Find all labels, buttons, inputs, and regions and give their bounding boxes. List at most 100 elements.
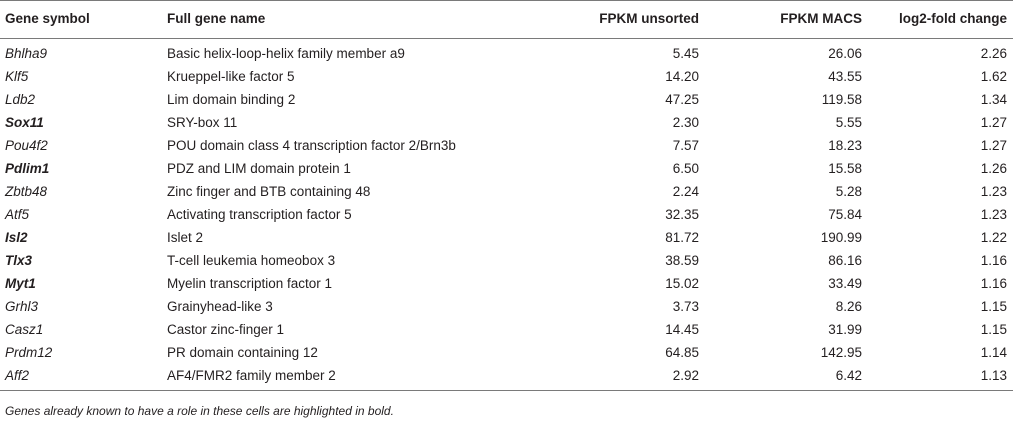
log2-fold-change-cell: 1.16 — [980, 276, 1007, 291]
log2-fold-change-cell: 1.34 — [980, 92, 1007, 107]
fpkm-macs-cell: 15.58 — [828, 161, 862, 176]
full-gene-name-cell: Zinc finger and BTB containing 48 — [167, 184, 371, 199]
full-gene-name-cell: T-cell leukemia homeobox 3 — [167, 253, 336, 268]
fpkm-unsorted-cell: 2.92 — [530, 364, 705, 391]
fpkm-unsorted-cell: 38.59 — [665, 253, 699, 268]
fpkm-macs-cell: 5.28 — [835, 184, 862, 199]
table-row: Pdlim1 PDZ and LIM domain protein 1 6.50 15… — [0, 157, 1013, 180]
fpkm-unsorted-cell: 14.20 — [665, 69, 699, 84]
gene-symbol-cell: Bhlha9 — [5, 46, 48, 61]
full-gene-name-cell: PDZ and LIM domain protein 1 — [167, 161, 351, 176]
table-row: Aff2 AF4/FMR2 family member 2 2.92 6.42 1.13 — [0, 364, 1013, 391]
fpkm-macs-cell: 31.99 — [828, 322, 862, 337]
full-gene-name-cell: Activating transcription factor 5 — [167, 207, 352, 222]
fpkm-unsorted-cell: 81.72 — [665, 230, 699, 245]
full-gene-name-cell: Islet 2 — [167, 230, 204, 245]
full-gene-name-cell: Myelin transcription factor 1 — [167, 276, 333, 291]
table-row: Tlx3 T-cell leukemia homeobox 3 38.59 86.16… — [0, 249, 1013, 272]
table-body: Bhlha9 Basic helix-loop-helix family memb… — [0, 39, 1013, 391]
full-gene-name-cell: Castor zinc-finger 1 — [167, 322, 285, 337]
full-gene-name-cell: SRY-box 11 — [167, 115, 238, 130]
gene-expression-table: Gene symbol Full gene name FPKM unsorted… — [0, 0, 1013, 391]
fpkm-unsorted-cell: 2.30 — [672, 115, 699, 130]
fpkm-macs-cell: 86.16 — [828, 253, 862, 268]
header-log2-fold-change: log2-fold change — [868, 0, 1013, 39]
gene-symbol-cell: Casz1 — [5, 322, 44, 337]
table-footnote: Genes already known to have a role in th… — [5, 404, 394, 418]
gene-symbol-cell: Prdm12 — [5, 345, 53, 360]
fpkm-unsorted-cell: 47.25 — [665, 92, 699, 107]
log2-fold-change-cell: 1.22 — [980, 230, 1007, 245]
gene-symbol-cell: Tlx3 — [5, 253, 33, 268]
gene-symbol-cell: Ldb2 — [5, 92, 36, 107]
gene-table-container: Gene symbol Full gene name FPKM unsorted… — [0, 0, 1013, 391]
table-row: Ldb2 Lim domain binding 2 47.25 119.58 1.34 — [0, 88, 1013, 111]
gene-symbol-cell: Aff2 — [0, 364, 164, 391]
fpkm-unsorted-cell: 2.24 — [672, 184, 699, 199]
gene-symbol-cell: Pdlim1 — [5, 161, 50, 176]
full-gene-name-cell: AF4/FMR2 family member 2 — [164, 364, 530, 391]
full-gene-name-cell: Krueppel-like factor 5 — [167, 69, 295, 84]
full-gene-name-cell: PR domain containing 12 — [167, 345, 318, 360]
table-row: Prdm12 PR domain containing 12 64.85 142.95… — [0, 341, 1013, 364]
fpkm-unsorted-cell: 32.35 — [665, 207, 699, 222]
fpkm-unsorted-cell: 15.02 — [665, 276, 699, 291]
fpkm-macs-cell: 8.26 — [835, 299, 862, 314]
table-row: Klf5 Krueppel-like factor 5 14.20 43.55 1.62 — [0, 65, 1013, 88]
fpkm-unsorted-cell: 3.73 — [672, 299, 699, 314]
table-row: Pou4f2 POU domain class 4 transcription f… — [0, 134, 1013, 157]
table-row: Casz1 Castor zinc-finger 1 14.45 31.99 1.15 — [0, 318, 1013, 341]
log2-fold-change-cell: 1.27 — [980, 115, 1007, 130]
log2-fold-change-cell: 1.62 — [980, 69, 1007, 84]
fpkm-macs-cell: 142.95 — [820, 345, 862, 360]
full-gene-name-cell: POU domain class 4 transcription factor … — [167, 138, 456, 153]
full-gene-name-cell: Lim domain binding 2 — [167, 92, 296, 107]
fpkm-unsorted-cell: 7.57 — [672, 138, 699, 153]
log2-fold-change-cell: 1.15 — [980, 299, 1007, 314]
fpkm-macs-cell: 190.99 — [820, 230, 862, 245]
fpkm-unsorted-cell: 14.45 — [665, 322, 699, 337]
header-full-gene-name: Full gene name — [164, 0, 530, 39]
gene-symbol-cell: Klf5 — [5, 69, 29, 84]
fpkm-macs-cell: 43.55 — [828, 69, 862, 84]
fpkm-unsorted-cell: 64.85 — [665, 345, 699, 360]
fpkm-macs-cell: 6.42 — [705, 364, 868, 391]
header-gene-symbol: Gene symbol — [0, 0, 164, 39]
gene-symbol-cell: Isl2 — [5, 230, 28, 245]
header-fpkm-unsorted: FPKM unsorted — [530, 0, 705, 39]
header-row: Gene symbol Full gene name FPKM unsorted… — [0, 0, 1013, 39]
table-row: Bhlha9 Basic helix-loop-helix family memb… — [0, 39, 1013, 66]
fpkm-macs-cell: 33.49 — [828, 276, 862, 291]
table-row: Grhl3 Grainyhead-like 3 3.73 8.26 1.15 — [0, 295, 1013, 318]
gene-symbol-cell: Grhl3 — [5, 299, 39, 314]
table-row: Myt1 Myelin transcription factor 1 15.02 33… — [0, 272, 1013, 295]
log2-fold-change-cell: 1.23 — [980, 184, 1007, 199]
gene-symbol-cell: Atf5 — [5, 207, 30, 222]
log2-fold-change-cell: 1.26 — [980, 161, 1007, 176]
gene-symbol-cell: Sox11 — [5, 115, 44, 130]
log2-fold-change-cell: 1.27 — [980, 138, 1007, 153]
table-row: Sox11 SRY-box 11 2.30 5.55 1.27 — [0, 111, 1013, 134]
log2-fold-change-cell: 1.14 — [980, 345, 1007, 360]
table-row: Zbtb48 Zinc finger and BTB containing 48 2… — [0, 180, 1013, 203]
gene-symbol-cell: Myt1 — [5, 276, 36, 291]
fpkm-macs-cell: 119.58 — [821, 92, 862, 107]
header-fpkm-macs: FPKM MACS — [705, 0, 868, 39]
table-row: Isl2 Islet 2 81.72 190.99 1.22 — [0, 226, 1013, 249]
log2-fold-change-cell: 1.16 — [980, 253, 1007, 268]
table-header: Gene symbol Full gene name FPKM unsorted… — [0, 0, 1013, 39]
fpkm-macs-cell: 18.23 — [828, 138, 862, 153]
table-row: Atf5 Activating transcription factor 5 32.… — [0, 203, 1013, 226]
log2-fold-change-cell: 1.13 — [868, 364, 1013, 391]
full-gene-name-cell: Grainyhead-like 3 — [167, 299, 273, 314]
full-gene-name-cell: Basic helix-loop-helix family member a9 — [167, 46, 405, 61]
log2-fold-change-cell: 1.15 — [980, 322, 1007, 337]
fpkm-unsorted-cell: 6.50 — [672, 161, 699, 176]
log2-fold-change-cell: 1.23 — [980, 207, 1007, 222]
fpkm-macs-cell: 5.55 — [835, 115, 862, 130]
fpkm-macs-cell: 26.06 — [828, 46, 862, 61]
fpkm-unsorted-cell: 5.45 — [672, 46, 699, 61]
fpkm-macs-cell: 75.84 — [828, 207, 862, 222]
gene-symbol-cell: Zbtb48 — [5, 184, 48, 199]
log2-fold-change-cell: 2.26 — [980, 46, 1007, 61]
